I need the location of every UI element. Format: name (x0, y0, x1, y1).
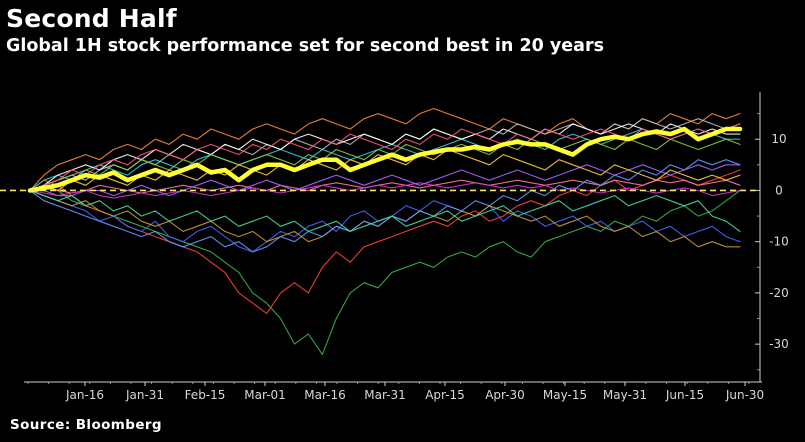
y-tick-label: -10 (769, 235, 789, 249)
x-tick-label: May-15 (543, 388, 587, 402)
series-line-1 (29, 184, 741, 355)
y-tick-label: 0 (775, 183, 783, 197)
x-tick-label: May-31 (603, 388, 647, 402)
series-line-6 (29, 182, 741, 199)
source-note: Source: Bloomberg (10, 417, 162, 433)
x-tick-label: Jan-31 (125, 388, 164, 402)
x-tick-label: Apr-30 (485, 388, 525, 402)
y-tick-label: 10 (771, 132, 786, 146)
series-layer (27, 107, 743, 355)
series-line-10 (29, 138, 741, 192)
x-tick-label: Apr-15 (425, 388, 465, 402)
x-tick-label: Mar-16 (304, 388, 345, 402)
series-line-2 (29, 169, 741, 314)
x-tick-label: Jun-15 (665, 388, 704, 402)
series-line-14 (29, 164, 741, 197)
series-line-16 (29, 189, 741, 232)
series-line-13 (29, 159, 741, 253)
y-tick-label: -30 (769, 337, 789, 351)
series-line-8 (29, 118, 741, 192)
axes-layer: Jan-16 Jan-31 Feb-15 Mar-01 Mar-16 Mar-31 Apr-… (24, 92, 789, 402)
x-tick-label: Mar-31 (364, 388, 405, 402)
x-tick-label: Jun-30 (725, 388, 764, 402)
x-tick-label: Jan-16 (65, 388, 104, 402)
series-line-highlight (27, 126, 743, 193)
chart-subtitle: Global 1H stock performance set for seco… (6, 36, 605, 56)
series-line-5 (29, 179, 741, 194)
x-tick-label: Mar-01 (244, 388, 285, 402)
y-tick-label: -20 (769, 286, 789, 300)
series-line-9 (29, 123, 741, 192)
x-tick-label: Feb-15 (185, 388, 226, 402)
chart-title: Second Half (6, 4, 177, 33)
